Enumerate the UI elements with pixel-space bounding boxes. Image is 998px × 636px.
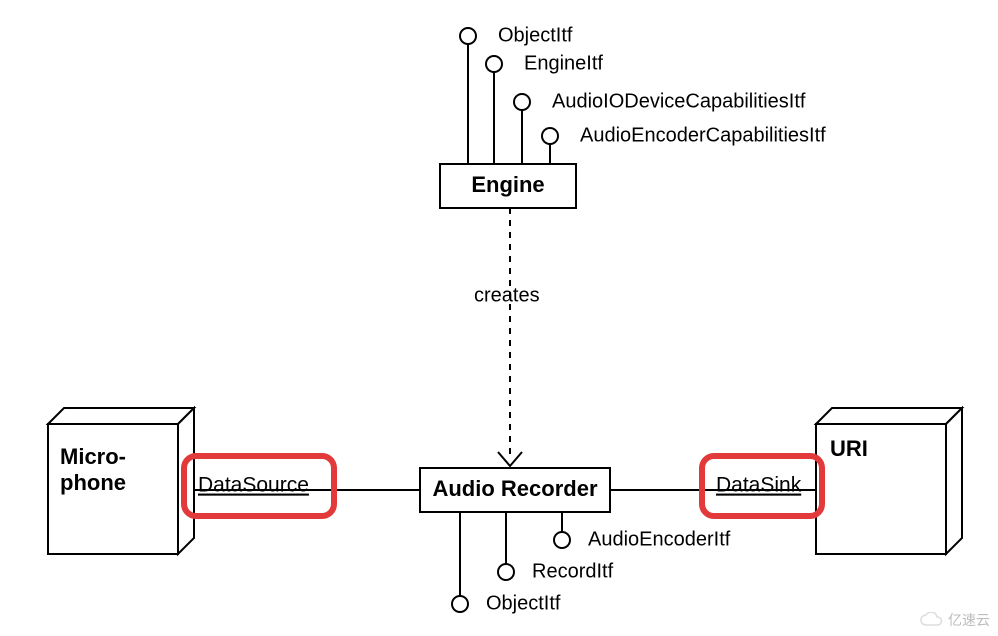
lollipop-head — [460, 28, 476, 44]
lollipop-head — [452, 596, 468, 612]
datasource-label: DataSource — [198, 474, 309, 497]
microphone-label-1: Micro- — [60, 444, 126, 469]
lollipop-head — [554, 532, 570, 548]
creates-label: creates — [474, 284, 540, 306]
audio-recorder-node: Audio Recorder — [420, 468, 610, 512]
lollipop-head — [514, 94, 530, 110]
watermark-icon — [920, 612, 944, 628]
creates-edge: creates — [474, 208, 540, 466]
audio-recorder-label: Audio Recorder — [432, 476, 597, 501]
engine-node: Engine — [440, 164, 576, 208]
engine-interfaces: ObjectItf EngineItf AudioIODeviceCapabil… — [460, 24, 826, 164]
interface-label: AudioIODeviceCapabilitiesItf — [552, 90, 806, 112]
diagram-canvas: ObjectItf EngineItf AudioIODeviceCapabil… — [0, 0, 998, 636]
interface-label: ObjectItf — [498, 24, 573, 46]
recorder-interfaces: AudioEncoderItf RecordItf ObjectItf — [452, 512, 731, 614]
interface-label: EngineItf — [524, 52, 603, 74]
datasource-edge: DataSource — [184, 456, 420, 516]
datasink-label: DataSink — [716, 474, 802, 497]
microphone-node: Micro- phone — [48, 408, 194, 554]
uri-label: URI — [830, 436, 868, 461]
engine-label: Engine — [471, 172, 544, 197]
interface-label: AudioEncoderItf — [588, 528, 731, 550]
uri-node: URI — [816, 408, 962, 554]
datasink-edge: DataSink — [610, 456, 822, 516]
lollipop-head — [498, 564, 514, 580]
watermark: 亿速云 — [920, 610, 990, 630]
interface-label: RecordItf — [532, 560, 614, 582]
microphone-label-2: phone — [60, 470, 126, 495]
interface-label: ObjectItf — [486, 592, 561, 614]
lollipop-head — [542, 128, 558, 144]
watermark-text: 亿速云 — [948, 610, 990, 630]
interface-label: AudioEncoderCapabilitiesItf — [580, 124, 826, 146]
lollipop-head — [486, 56, 502, 72]
